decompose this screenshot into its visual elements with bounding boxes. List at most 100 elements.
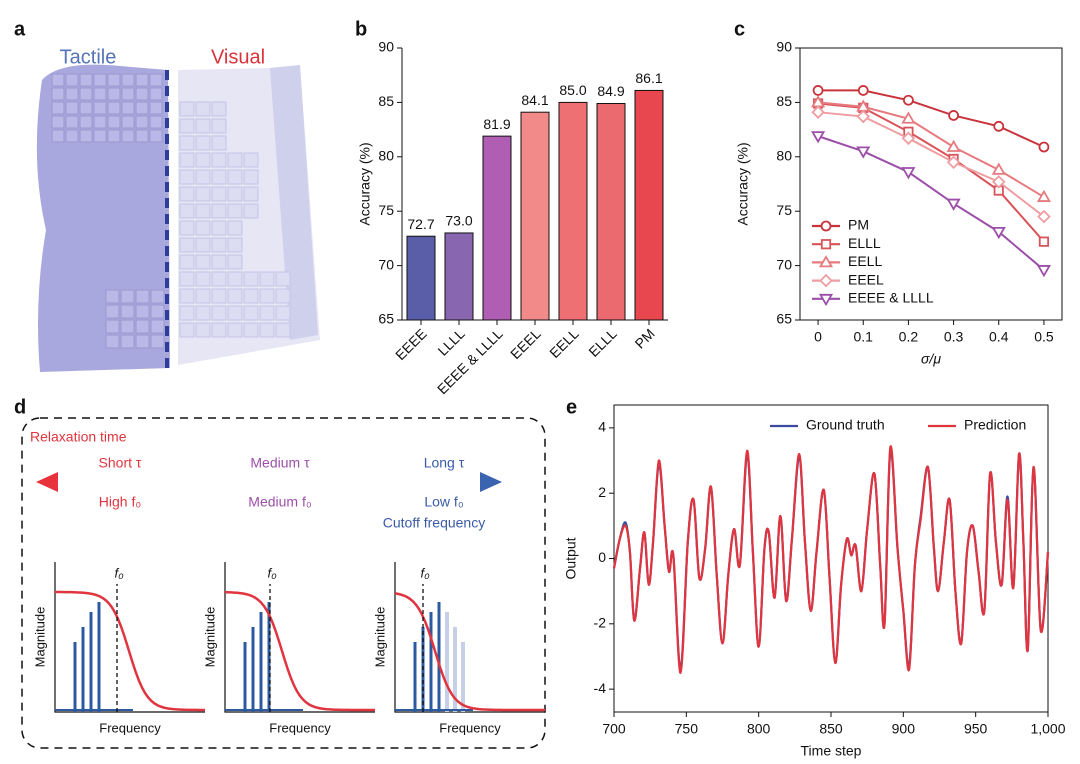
pixel xyxy=(179,237,195,253)
pixel xyxy=(150,334,165,349)
pixel xyxy=(211,169,227,185)
pixel xyxy=(107,73,121,87)
y-tick-label: -2 xyxy=(594,615,607,631)
y-label: Magnitude xyxy=(32,607,47,668)
pixel xyxy=(211,254,227,270)
tactile-label: Tactile xyxy=(60,46,117,68)
marker xyxy=(901,167,916,180)
marker xyxy=(811,131,826,144)
series-line xyxy=(818,89,1045,148)
pixel xyxy=(211,152,227,168)
bar xyxy=(596,102,626,321)
x-tick-label: EELL xyxy=(546,325,582,361)
marker xyxy=(946,198,961,211)
pixel xyxy=(211,135,227,151)
pixel xyxy=(107,115,121,129)
pixel xyxy=(105,289,120,304)
pixel xyxy=(65,101,79,115)
y-tick-label: 70 xyxy=(776,256,792,272)
marker xyxy=(820,239,832,250)
pixel xyxy=(275,305,291,321)
pixel xyxy=(195,322,211,338)
pixel xyxy=(211,186,227,202)
pixel xyxy=(149,115,163,129)
value-label: 73.0 xyxy=(445,213,472,229)
pixel xyxy=(227,237,243,253)
pixel xyxy=(211,271,227,287)
pixel xyxy=(179,152,195,168)
marker xyxy=(818,293,834,307)
pixel xyxy=(195,237,211,253)
x-label: Frequency xyxy=(439,720,501,735)
d-bottom: Low f₀ xyxy=(424,494,463,510)
pixel xyxy=(79,87,93,101)
d-top: Medium τ xyxy=(250,455,310,471)
y-axis-label: Output xyxy=(563,537,579,579)
pixel xyxy=(79,129,93,143)
y-tick-label: -4 xyxy=(594,680,607,696)
pixel xyxy=(179,186,195,202)
legend-label: Ground truth xyxy=(806,417,885,433)
x-tick-label: 750 xyxy=(675,721,699,737)
pixel xyxy=(211,322,227,338)
bar xyxy=(634,89,664,321)
visual-sheet-edge xyxy=(270,65,318,340)
marker xyxy=(991,226,1006,240)
series-line xyxy=(612,445,1050,674)
pixel xyxy=(179,118,195,134)
pixel xyxy=(211,118,227,134)
x-tick-label: 0.4 xyxy=(989,329,1009,345)
pixel xyxy=(149,73,163,87)
panel-label: e xyxy=(566,396,577,418)
pixel xyxy=(243,186,259,202)
x-tick-label: 0.5 xyxy=(1034,329,1054,345)
y-tick-label: 85 xyxy=(378,93,394,109)
pixel xyxy=(121,101,135,115)
pixel xyxy=(120,319,135,334)
marker xyxy=(903,94,914,106)
pixel xyxy=(227,152,243,168)
pixel xyxy=(227,220,243,236)
pixel xyxy=(243,203,259,219)
pixel xyxy=(227,203,243,219)
pixel xyxy=(120,289,135,304)
pixel xyxy=(135,101,149,115)
x-tick-label: EEEE xyxy=(392,325,430,363)
marker xyxy=(1036,189,1051,202)
pixel xyxy=(121,115,135,129)
pixel xyxy=(227,322,243,338)
marker xyxy=(818,255,834,268)
pixel xyxy=(93,101,107,115)
series-line xyxy=(817,111,1045,218)
d-caption: Cutoff frequency xyxy=(383,515,485,531)
pixel xyxy=(179,169,195,185)
marker xyxy=(812,85,824,96)
pixel xyxy=(51,87,65,101)
x-tick-label: ELLL xyxy=(585,325,620,360)
x-tick-label: 0.3 xyxy=(944,329,964,345)
marker xyxy=(819,273,833,288)
pixel xyxy=(211,220,227,236)
pixel xyxy=(79,73,93,87)
legend-label: EELL xyxy=(848,253,882,269)
pixel xyxy=(51,115,65,129)
y-label: Magnitude xyxy=(372,607,387,668)
panel-label: a xyxy=(14,18,26,40)
pixel xyxy=(105,334,120,349)
pixel xyxy=(243,305,259,321)
axes xyxy=(54,562,205,713)
pixel xyxy=(107,129,121,143)
panel-a-illustration: Tactile Visual xyxy=(36,46,320,372)
x-tick-label: 950 xyxy=(964,721,988,737)
marker xyxy=(857,85,869,96)
y-tick-label: 85 xyxy=(776,93,792,109)
pixel xyxy=(107,101,121,115)
pixel xyxy=(275,288,291,304)
value-label: 84.9 xyxy=(597,83,624,99)
pixel xyxy=(149,101,163,115)
pixel xyxy=(51,129,65,143)
panel-label: d xyxy=(14,396,26,418)
pixel xyxy=(195,186,211,202)
x-tick-label: 1,000 xyxy=(1030,721,1065,737)
pixel xyxy=(105,304,120,319)
